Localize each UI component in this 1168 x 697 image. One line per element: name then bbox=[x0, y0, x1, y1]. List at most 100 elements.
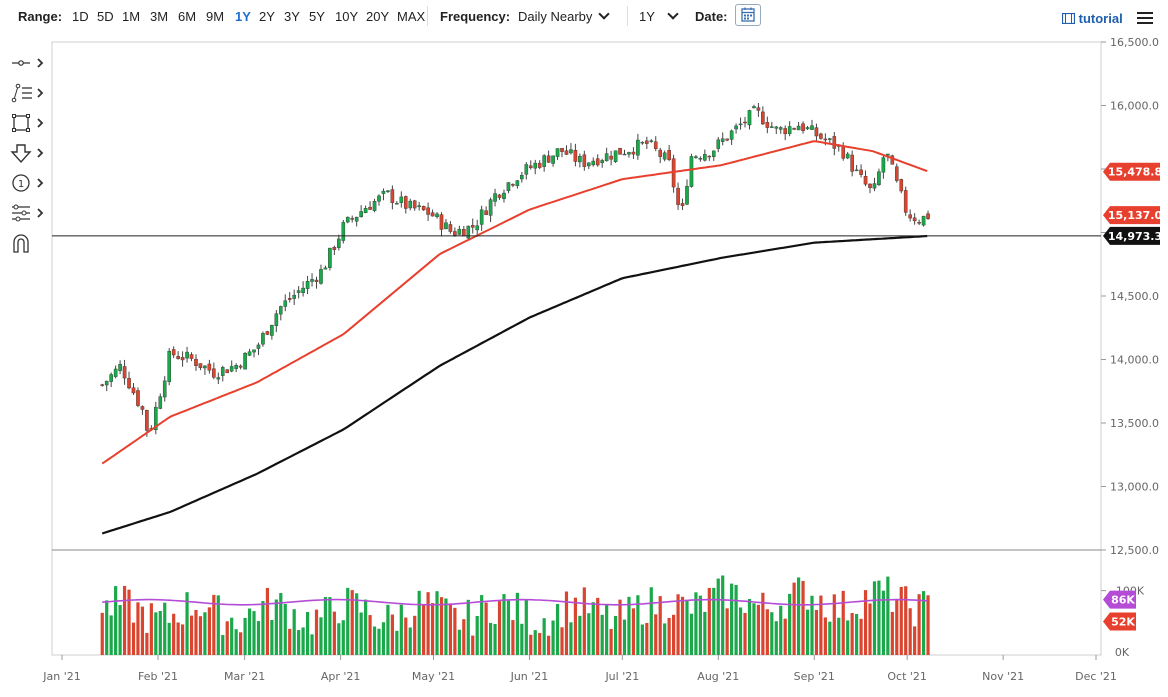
range-button-3m[interactable]: 3M bbox=[150, 9, 169, 24]
volume-bar bbox=[779, 605, 783, 655]
svg-text:1: 1 bbox=[18, 179, 24, 190]
tutorial-link[interactable]: tutorial bbox=[1061, 11, 1123, 26]
candle-body bbox=[118, 363, 122, 371]
counter-tool-button[interactable]: 1 bbox=[10, 172, 48, 194]
volume-bar bbox=[270, 620, 274, 655]
range-button-1d[interactable]: 1D bbox=[72, 9, 89, 24]
range-button-3y[interactable]: 3Y bbox=[284, 9, 300, 24]
range-button-1m[interactable]: 1M bbox=[122, 9, 141, 24]
range-button-max[interactable]: MAX bbox=[397, 9, 426, 24]
range-button-5y[interactable]: 5Y bbox=[309, 9, 325, 24]
volume-bar bbox=[636, 595, 640, 655]
candle-body bbox=[319, 269, 323, 284]
candle-body bbox=[569, 149, 573, 154]
range-button-10y[interactable]: 10Y bbox=[335, 9, 359, 24]
candle-body bbox=[189, 354, 194, 359]
calendar-button[interactable] bbox=[735, 4, 761, 26]
range-button-6m[interactable]: 6M bbox=[178, 9, 197, 24]
period-select[interactable]: 1Y bbox=[639, 8, 679, 24]
candle-body bbox=[435, 213, 439, 218]
candle-body bbox=[698, 158, 703, 160]
volume-bar bbox=[631, 608, 636, 655]
x-tick-label: Jul '21 bbox=[604, 670, 639, 683]
volume-bar bbox=[462, 619, 466, 655]
rectangle-tool-icon bbox=[12, 114, 44, 132]
volume-last-label-tag bbox=[1103, 612, 1136, 631]
candle-body bbox=[412, 200, 417, 209]
candle-body bbox=[350, 218, 355, 220]
volume-bar bbox=[640, 624, 644, 655]
volume-bar bbox=[613, 615, 618, 655]
volume-bar bbox=[444, 598, 448, 655]
range-button-9m[interactable]: 9M bbox=[206, 9, 225, 24]
candle-body bbox=[658, 149, 663, 157]
candle-body bbox=[301, 287, 305, 293]
volume-panel: 100K0K bbox=[100, 575, 1145, 659]
volume-bar bbox=[895, 599, 899, 655]
range-button-5d[interactable]: 5D bbox=[97, 9, 114, 24]
line-tool-button[interactable] bbox=[10, 82, 48, 104]
candle-body bbox=[886, 153, 890, 156]
candle-body bbox=[493, 193, 497, 202]
volume-bar bbox=[667, 617, 671, 655]
crosshair-tool-button[interactable] bbox=[10, 52, 48, 74]
candle-body bbox=[801, 123, 805, 132]
volume-bar bbox=[488, 622, 493, 655]
volume-bar bbox=[734, 585, 738, 655]
range-button-20y[interactable]: 20Y bbox=[366, 9, 390, 24]
volume-bar bbox=[921, 591, 926, 655]
volume-bar bbox=[256, 621, 261, 655]
volume-bar bbox=[511, 620, 515, 655]
candle-body bbox=[573, 149, 578, 162]
volume-bar bbox=[310, 634, 314, 655]
volume-bar bbox=[283, 604, 287, 655]
candle-body bbox=[761, 111, 765, 125]
candle-body bbox=[859, 169, 863, 175]
volume-bar bbox=[203, 612, 207, 655]
candle-body bbox=[270, 324, 274, 336]
volume-bar bbox=[355, 593, 359, 655]
price-chart[interactable]: 12,500.0 13,000.0 13,500.0 14,000.0 14,500.0… bbox=[0, 34, 1168, 697]
volume-bar bbox=[551, 620, 555, 655]
magnet-tool-button[interactable] bbox=[10, 232, 48, 254]
volume-bar bbox=[328, 597, 332, 655]
volume-bar bbox=[747, 599, 752, 655]
volume-bar bbox=[533, 630, 537, 655]
frequency-select[interactable]: Daily Nearby bbox=[518, 8, 611, 24]
volume-bar bbox=[774, 621, 778, 655]
candle-body bbox=[497, 194, 502, 198]
candle-body bbox=[359, 211, 363, 218]
rectangle-tool-button[interactable] bbox=[10, 112, 48, 134]
candle-body bbox=[453, 231, 457, 236]
candlesticks bbox=[100, 102, 930, 437]
volume-bar bbox=[832, 594, 836, 655]
volume-bar bbox=[609, 628, 613, 655]
candle-body bbox=[850, 154, 854, 172]
range-button-1y[interactable]: 1Y bbox=[235, 9, 251, 24]
candle-body bbox=[613, 150, 618, 162]
volume-bar bbox=[689, 613, 694, 655]
candle-body bbox=[475, 225, 479, 231]
volume-bar bbox=[194, 609, 198, 655]
volume-bar bbox=[301, 627, 305, 655]
volume-bar bbox=[180, 624, 185, 655]
candle-body bbox=[310, 279, 314, 282]
hamburger-menu-icon[interactable] bbox=[1137, 12, 1153, 24]
x-tick-label: Jun '21 bbox=[510, 670, 549, 683]
volume-bar bbox=[337, 623, 341, 655]
range-button-2y[interactable]: 2Y bbox=[259, 9, 275, 24]
candle-body bbox=[136, 390, 140, 406]
measure-tool-button[interactable] bbox=[10, 202, 48, 224]
volume-bar bbox=[685, 600, 689, 655]
candle-body bbox=[582, 154, 587, 167]
candle-body bbox=[618, 147, 622, 155]
volume-bar bbox=[899, 586, 903, 655]
x-axis: Jan '21 Feb '21 Mar '21 Apr '21 May '21 Jun '… bbox=[42, 655, 1117, 683]
candle-body bbox=[345, 216, 350, 223]
volume-bar bbox=[350, 590, 354, 655]
volume-bar bbox=[149, 603, 153, 655]
volume-bar bbox=[529, 634, 533, 655]
candle-body bbox=[220, 367, 225, 376]
candle-body bbox=[863, 176, 868, 185]
arrow-tool-button[interactable] bbox=[10, 142, 48, 164]
